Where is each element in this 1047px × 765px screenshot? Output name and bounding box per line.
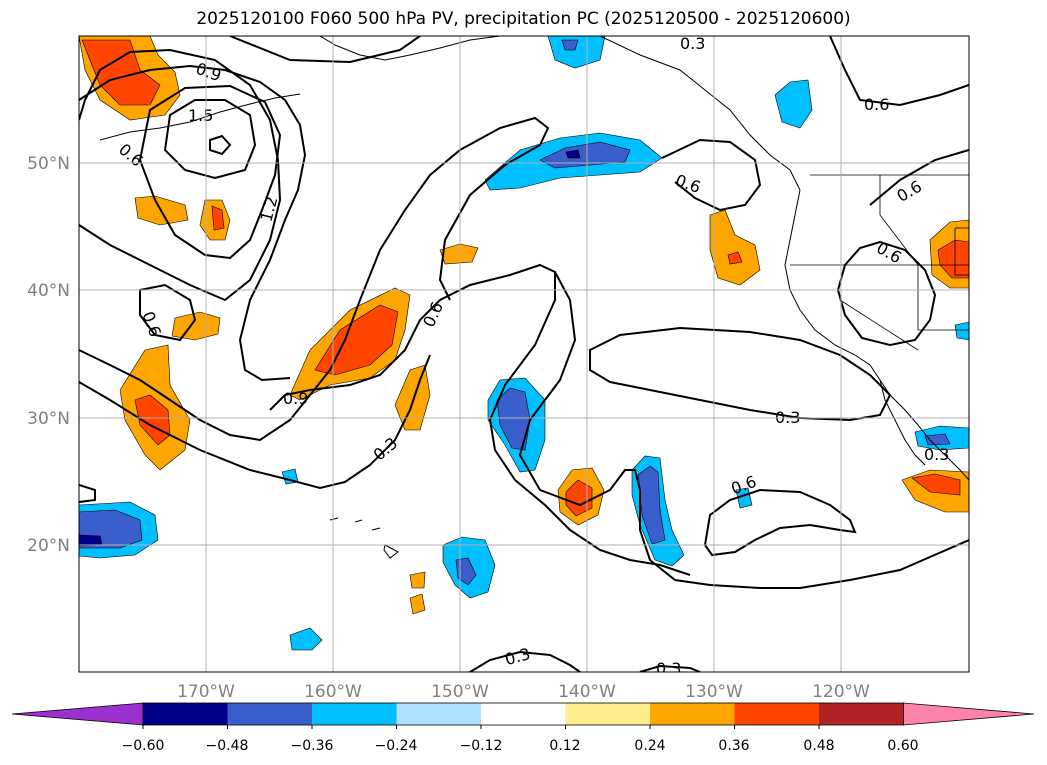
precip-negative-core bbox=[637, 465, 666, 545]
pv-contour-0.6-north-edge bbox=[229, 36, 421, 64]
precip-negative-core bbox=[455, 557, 477, 586]
contour-label: 0.6 bbox=[864, 95, 889, 114]
colorbar-tick-label: −0.60 bbox=[122, 738, 165, 754]
colorbar-labels: −0.60 −0.48 −0.36 −0.24 −0.12 0.12 0.24 … bbox=[122, 738, 919, 754]
coastlines bbox=[99, 36, 969, 559]
colorbar-segment bbox=[565, 703, 651, 725]
colorbar-tick-label: −0.12 bbox=[460, 738, 503, 754]
colorbar-tick-label: 0.60 bbox=[887, 738, 918, 754]
pv-contour-1.5 bbox=[163, 99, 257, 180]
colorbar-segment bbox=[143, 703, 228, 725]
precip-negative-peak bbox=[565, 149, 581, 159]
hawaii-islands bbox=[329, 517, 399, 559]
pv-contour-0.6-small bbox=[703, 488, 857, 557]
lon-label-140w: 140°W bbox=[558, 682, 616, 702]
precip-positive-area bbox=[394, 364, 431, 431]
state-boundary bbox=[917, 265, 969, 331]
lon-label-130w: 130°W bbox=[685, 682, 743, 702]
colorbar-tick-label: −0.48 bbox=[206, 738, 249, 754]
alaska-panhandle-coast bbox=[599, 36, 801, 191]
colorbar-tick-label: 0.24 bbox=[634, 738, 665, 754]
precip-positive-area bbox=[409, 593, 426, 615]
colorbar bbox=[11, 702, 1035, 729]
pv-contour-0.3-east bbox=[589, 326, 892, 422]
pv-contour-0.9-trough bbox=[79, 116, 550, 442]
lon-label-120w: 120°W bbox=[812, 682, 870, 702]
pv-contour-0.3-northeast bbox=[829, 36, 969, 107]
contour-label: 0.3 bbox=[656, 659, 681, 678]
colorbar-segment bbox=[312, 703, 397, 725]
map-title: 2025120100 F060 500 hPa PV, precipitatio… bbox=[196, 9, 851, 29]
pv-contour-0.3-bottom bbox=[469, 650, 581, 672]
contour-label: 0.3 bbox=[680, 34, 705, 53]
precip-positive-core bbox=[911, 473, 961, 496]
contour-label: 0.3 bbox=[924, 445, 949, 464]
contour-label: 0.9 bbox=[283, 389, 308, 408]
map-frame bbox=[78, 35, 970, 673]
lat-label-40n: 40°N bbox=[27, 281, 70, 301]
precip-positive-area bbox=[409, 571, 426, 589]
pv-contour-0.3-bottom-right bbox=[639, 664, 701, 672]
precip-fills bbox=[79, 36, 969, 651]
colorbar-segment bbox=[734, 703, 820, 725]
colorbar-segment bbox=[650, 703, 735, 725]
precip-positive-area bbox=[709, 209, 761, 286]
colorbar-segment bbox=[481, 703, 566, 725]
colorbar-extend-low bbox=[11, 702, 144, 726]
precip-positive-core bbox=[211, 205, 225, 231]
precip-negative-peak bbox=[79, 534, 103, 547]
pv-contour-0.6-northeast bbox=[661, 138, 762, 212]
colorbar-outline bbox=[142, 702, 904, 726]
pv-contour-0.6-rockies bbox=[869, 149, 969, 206]
precip-negative-area bbox=[289, 627, 323, 651]
colorbar-tick-label: 0.12 bbox=[549, 738, 580, 754]
pv-contour-0.6-southwest bbox=[79, 484, 96, 503]
precip-positive-core bbox=[81, 39, 161, 106]
colorbar-tick-label: −0.24 bbox=[375, 738, 418, 754]
alaska-coast bbox=[319, 36, 501, 61]
pv-contour-0.6-loop bbox=[139, 283, 197, 342]
pv-contour-0.6-central bbox=[269, 263, 691, 576]
west-coast-us bbox=[784, 189, 969, 481]
latitude-labels: 50°N 40°N 30°N 20°N bbox=[27, 154, 70, 556]
pv-contour-1.5-inner bbox=[209, 134, 232, 156]
precip-positive-area bbox=[439, 243, 479, 265]
precip-negative-area bbox=[954, 321, 969, 341]
lat-label-20n: 20°N bbox=[27, 536, 70, 556]
baja-california bbox=[879, 379, 926, 466]
precip-negative-core bbox=[539, 141, 631, 169]
pv-contour-0.6-bend bbox=[518, 271, 969, 589]
lat-label-50n: 50°N bbox=[27, 154, 70, 174]
precip-negative-core bbox=[924, 433, 951, 446]
colorbar-extend-high bbox=[903, 702, 1035, 726]
pv-contours bbox=[79, 36, 969, 672]
longitude-labels: 170°W 160°W 150°W 140°W 130°W 120°W bbox=[177, 682, 870, 702]
aleutian-islands bbox=[99, 93, 301, 141]
colorbar-segment bbox=[819, 703, 904, 725]
pv-contour-1.2 bbox=[138, 84, 282, 260]
state-boundary bbox=[879, 175, 919, 266]
lon-label-170w: 170°W bbox=[177, 682, 235, 702]
pv-contour-0.6-west bbox=[79, 48, 282, 302]
precip-positive-core bbox=[565, 479, 593, 517]
colorbar-tick-label: 0.48 bbox=[803, 738, 834, 754]
pv-contour-0.9-north bbox=[79, 64, 307, 382]
colorbar-segment bbox=[227, 703, 313, 725]
precip-negative-core bbox=[496, 387, 531, 451]
lat-label-30n: 30°N bbox=[27, 409, 70, 429]
precip-negative-core bbox=[561, 39, 579, 51]
state-boundary bbox=[954, 227, 969, 276]
colorbar-segment bbox=[396, 703, 482, 725]
lon-label-150w: 150°W bbox=[431, 682, 489, 702]
gridlines bbox=[79, 36, 969, 672]
precip-negative-area bbox=[774, 79, 813, 129]
colorbar-tick-label: 0.36 bbox=[718, 738, 749, 754]
lon-label-160w: 160°W bbox=[304, 682, 362, 702]
pv-contour-0.6-loop-east bbox=[836, 240, 937, 347]
pv-contour-0.3-south bbox=[79, 354, 431, 490]
precip-positive-core bbox=[727, 251, 743, 265]
colorbar-tick-label: −0.36 bbox=[291, 738, 334, 754]
contour-label: 1.5 bbox=[188, 106, 213, 125]
